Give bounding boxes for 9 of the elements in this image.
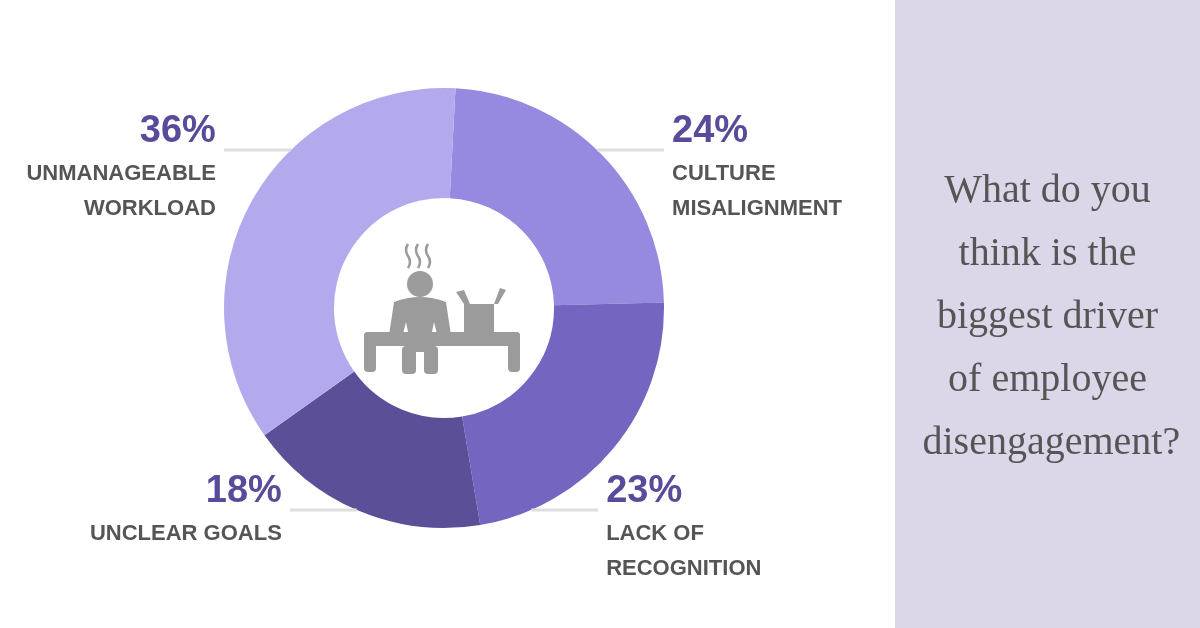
data-label: 24% xyxy=(672,108,749,150)
slice-label: UNCLEAR GOALS xyxy=(89,520,282,545)
slice-label: UNMANAGEABLE WORKLOAD xyxy=(26,160,216,220)
data-label: 36% xyxy=(139,108,216,150)
slice-label: CULTURE MISALIGNMENT xyxy=(672,160,843,220)
data-label: 23% xyxy=(606,468,683,510)
slice-label: LACK OF RECOGNITION xyxy=(606,520,762,580)
data-label: 18% xyxy=(205,468,282,510)
text: What do you think is the biggest driver of employee disengagement? xyxy=(922,164,1181,465)
